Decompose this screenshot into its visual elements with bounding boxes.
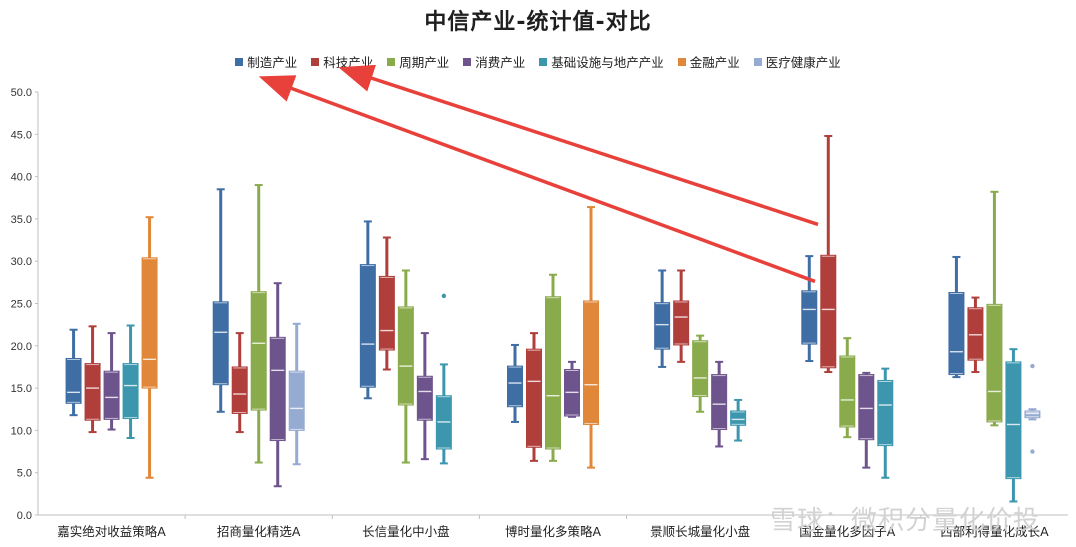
y-tick-label: 30.0 [11, 256, 32, 268]
y-tick-label: 10.0 [11, 425, 32, 437]
box-body [65, 357, 82, 404]
box-body [84, 363, 101, 421]
box-body [269, 336, 286, 442]
box-body [397, 306, 414, 406]
y-tick-label: 45.0 [11, 129, 32, 141]
legend-label: 基础设施与地产产业 [551, 55, 664, 70]
legend-swatch [387, 57, 396, 66]
legend-swatch [753, 57, 762, 66]
box-body [288, 370, 305, 431]
box-body [231, 366, 248, 414]
legend: 制造产业 科技产业 周期产业 消费产业 基础设施与地产产业 金融产业 医疗健康产业 [0, 52, 1076, 71]
box-body [820, 254, 837, 369]
x-tick-label: 招商量化精选A [217, 524, 301, 539]
y-tick-label: 40.0 [11, 172, 32, 184]
box-body [877, 379, 894, 447]
box-body [654, 302, 671, 350]
legend-label: 医疗健康产业 [765, 55, 841, 70]
box-body [416, 375, 433, 421]
y-tick-label: 25.0 [11, 299, 32, 311]
box-body [507, 365, 523, 408]
box-body [359, 264, 376, 388]
legend-item: 制造产业 [235, 52, 297, 71]
box-body [801, 290, 818, 345]
x-tick-label: 博时量化多策略A [505, 524, 602, 539]
annotation-arrow-to-tech [338, 64, 819, 227]
box-body [692, 340, 709, 398]
legend-swatch [235, 57, 244, 66]
box-body [1024, 410, 1041, 419]
box-body [545, 296, 561, 450]
box-body [948, 292, 965, 376]
box-body [986, 303, 1003, 423]
y-tick-label: 20.0 [11, 341, 32, 353]
box-body [103, 370, 120, 420]
box-body [673, 300, 690, 346]
box-body [1005, 361, 1022, 480]
box-body [141, 257, 158, 389]
legend-item: 金融产业 [677, 52, 740, 71]
box-body [212, 301, 229, 386]
box-body [839, 355, 856, 428]
legend-swatch [677, 57, 686, 66]
watermark: 雪球：微积分量化价投 [769, 506, 1040, 536]
x-tick-label: 西部利得量化成长A [940, 524, 1049, 539]
x-tick-label: 国金量化多因子A [799, 524, 896, 539]
box-body [583, 300, 599, 425]
legend-label: 金融产业 [689, 55, 740, 70]
box-body [378, 275, 395, 351]
annotation-arrow-to-manufacturing [258, 75, 816, 284]
y-tick-label: 15.0 [11, 383, 32, 395]
legend-swatch [311, 57, 320, 66]
outlier-point [1030, 449, 1035, 454]
legend-item: 医疗健康产业 [753, 52, 841, 71]
box-body [730, 410, 747, 426]
box-body [122, 363, 139, 420]
legend-label: 周期产业 [399, 55, 450, 70]
y-tick-label: 0.0 [17, 510, 32, 522]
legend-label: 制造产业 [247, 55, 298, 70]
y-tick-label: 5.0 [17, 468, 32, 480]
legend-item: 基础设施与地产产业 [539, 52, 664, 71]
box-body [250, 291, 267, 411]
legend-label: 消费产业 [475, 55, 526, 70]
x-tick-label: 景顺长城量化小盘 [650, 524, 750, 539]
box-body [526, 348, 542, 448]
outlier-point [1030, 363, 1035, 369]
y-tick-label: 35.0 [11, 214, 32, 226]
legend-swatch [539, 57, 548, 66]
chart-title: 中信产业-统计值-对比 [424, 10, 652, 35]
y-tick-label: 50.0 [11, 87, 32, 99]
x-tick-label: 长信量化中小盘 [362, 524, 450, 539]
box-body [967, 307, 984, 361]
legend-item: 周期产业 [387, 52, 449, 71]
legend-swatch [463, 57, 472, 66]
legend-item: 消费产业 [463, 52, 525, 71]
outlier-point [441, 293, 447, 299]
x-tick-label: 嘉实绝对收益策略A [57, 524, 166, 539]
box-body [711, 374, 728, 431]
box-body [858, 374, 875, 441]
